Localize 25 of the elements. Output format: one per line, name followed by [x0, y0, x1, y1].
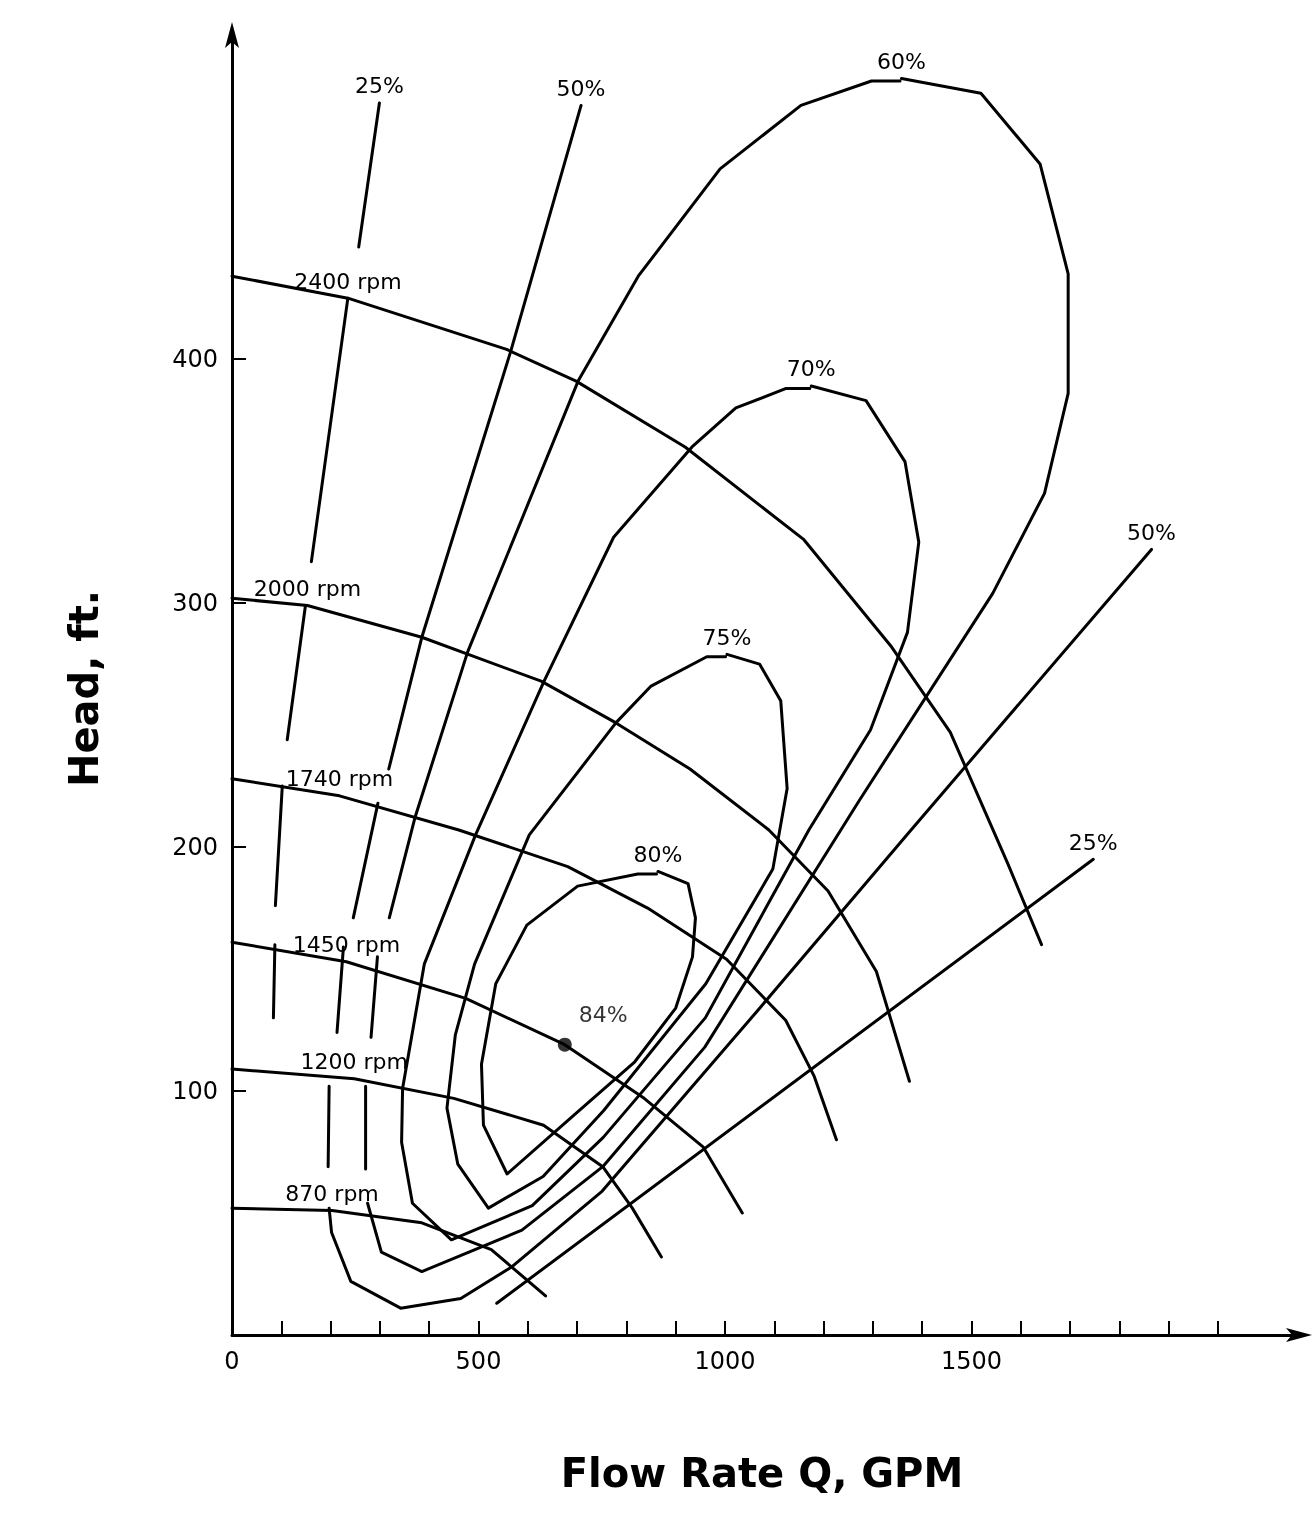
y-axis-title: Head, ft. [61, 589, 107, 788]
text: 50% [556, 75, 606, 101]
text: 25% [354, 73, 404, 99]
series-label: 1450 rpm [292, 932, 401, 958]
y-tick-label: 300 [172, 589, 218, 618]
series-label: 2400 rpm [294, 268, 402, 294]
series-label: 70% [786, 356, 836, 382]
x-tick-label: 500 [455, 1347, 502, 1375]
y-tick-label: 400 [172, 345, 218, 374]
series-label: 1740 rpm [285, 766, 394, 792]
series-label: 1200 rpm [300, 1049, 408, 1075]
x-tick-label: 0 [224, 1347, 240, 1375]
x-axis-title: Flow Rate Q, GPM [560, 1450, 964, 1496]
series-label: 50% [1127, 519, 1176, 545]
y-tick-label: 200 [172, 833, 218, 862]
series-label: 60% [877, 49, 926, 75]
series-label: 870 rpm [285, 1181, 379, 1207]
series-label: 25% [1068, 829, 1118, 855]
series-label: 2000 rpm [253, 576, 362, 602]
series-label: 80% [633, 841, 683, 867]
series-label: 75% [702, 624, 752, 650]
x-tick-label: 1000 [694, 1347, 756, 1375]
series-label: 84% [578, 1002, 628, 1028]
x-tick-label: 1500 [941, 1347, 1003, 1375]
y-tick-label: 100 [172, 1077, 218, 1106]
